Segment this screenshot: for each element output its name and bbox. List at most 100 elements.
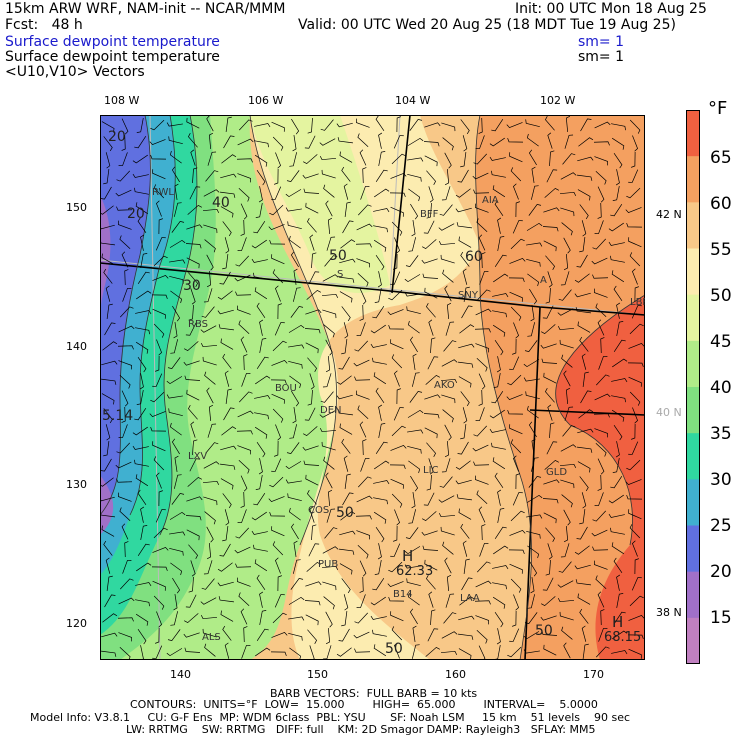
wind-barb — [579, 608, 589, 624]
model-title: 15km ARW WRF, NAM-init -- NCAR/MMM — [5, 1, 286, 17]
wind-barb — [173, 474, 182, 489]
wind-barb — [222, 221, 232, 237]
wind-barb — [423, 141, 440, 147]
wind-barb — [336, 122, 353, 128]
wind-barb — [292, 287, 301, 302]
wind-barb — [557, 580, 574, 588]
wind-barb — [426, 170, 436, 185]
wind-barb — [394, 642, 400, 659]
station-label: RWL — [152, 187, 174, 198]
wind-barb — [422, 545, 439, 551]
wind-barb — [422, 511, 437, 521]
station-label: RBS — [188, 319, 208, 330]
wind-barb — [580, 118, 592, 132]
lat-tick: 40 N — [656, 406, 682, 419]
wind-barb — [236, 430, 253, 435]
wind-barb — [523, 377, 540, 382]
wind-barb — [290, 577, 304, 590]
wind-barb — [610, 255, 625, 263]
wind-barb — [475, 308, 492, 316]
wind-barb — [600, 609, 605, 626]
wind-barb — [100, 186, 112, 200]
wind-barb — [492, 565, 509, 570]
wind-barb — [173, 322, 178, 339]
wind-barb — [170, 339, 179, 354]
wind-barb — [337, 137, 353, 144]
wind-barb — [631, 423, 636, 440]
wind-barb — [526, 530, 541, 539]
wind-barb — [478, 506, 486, 523]
wind-barb — [577, 428, 594, 434]
wind-barb — [240, 203, 248, 220]
wind-barb — [378, 151, 386, 166]
wind-barb — [547, 132, 553, 149]
wind-barb — [563, 237, 571, 254]
wind-barb — [592, 546, 609, 551]
wind-barb — [277, 303, 282, 320]
wind-barb — [446, 302, 452, 320]
wind-barb — [459, 324, 475, 334]
wind-barb — [458, 615, 475, 621]
wind-barb — [223, 135, 235, 149]
wind-barb — [168, 136, 183, 145]
wind-barb — [595, 303, 607, 318]
wind-barb — [185, 322, 197, 336]
wind-barb — [560, 444, 577, 452]
wind-barb — [563, 253, 569, 271]
wind-barb — [121, 134, 126, 151]
wind-barb — [577, 461, 591, 473]
wind-barb — [135, 599, 150, 607]
wind-barb — [463, 558, 470, 574]
wind-barb — [612, 630, 628, 640]
high-marker: H — [612, 613, 623, 631]
wind-barb — [275, 557, 281, 574]
wind-barb — [597, 202, 602, 219]
wind-barb — [509, 563, 523, 574]
wind-barb — [527, 545, 540, 559]
wind-barb — [323, 184, 335, 198]
wind-barb — [407, 320, 420, 334]
wind-barb — [186, 117, 200, 129]
wind-barb — [338, 628, 350, 642]
wind-barb — [105, 557, 111, 574]
wind-barb — [460, 119, 470, 135]
wind-barb — [370, 596, 386, 606]
band-50-55 — [250, 115, 480, 660]
wind-barb — [124, 269, 129, 286]
wind-barb — [115, 189, 132, 197]
wind-barb — [319, 410, 336, 418]
wind-barb — [172, 305, 181, 322]
wind-barb — [393, 135, 404, 149]
wind-barb — [321, 441, 336, 451]
wind-barb — [308, 543, 320, 557]
wind-barb — [205, 442, 219, 454]
colorbar-label: 55 — [710, 240, 732, 260]
wind-barb — [374, 560, 382, 575]
wind-barb — [441, 631, 458, 639]
wind-barb — [237, 410, 254, 418]
wind-barb — [460, 424, 467, 440]
wind-barb — [391, 153, 406, 165]
wind-barb — [206, 270, 212, 288]
wind-barb — [326, 508, 336, 523]
wind-barb — [592, 510, 607, 522]
wind-barb — [103, 169, 110, 185]
wind-barb — [460, 152, 467, 168]
wind-barb — [545, 388, 555, 403]
wind-barb — [258, 186, 263, 203]
wind-barb — [169, 259, 186, 264]
wind-barb — [478, 645, 486, 660]
wind-barb — [254, 140, 269, 148]
wind-barb — [509, 258, 526, 264]
wind-barb — [377, 543, 382, 560]
wind-barb — [321, 565, 339, 571]
wind-barb — [152, 308, 166, 319]
wind-barb — [393, 253, 398, 270]
wind-barb — [506, 394, 523, 400]
wind-barb — [288, 344, 305, 349]
wind-barb — [542, 577, 554, 591]
wind-barb — [238, 187, 250, 202]
wind-barb — [225, 388, 232, 404]
wind-barb — [341, 306, 351, 322]
wind-barb — [304, 407, 316, 421]
